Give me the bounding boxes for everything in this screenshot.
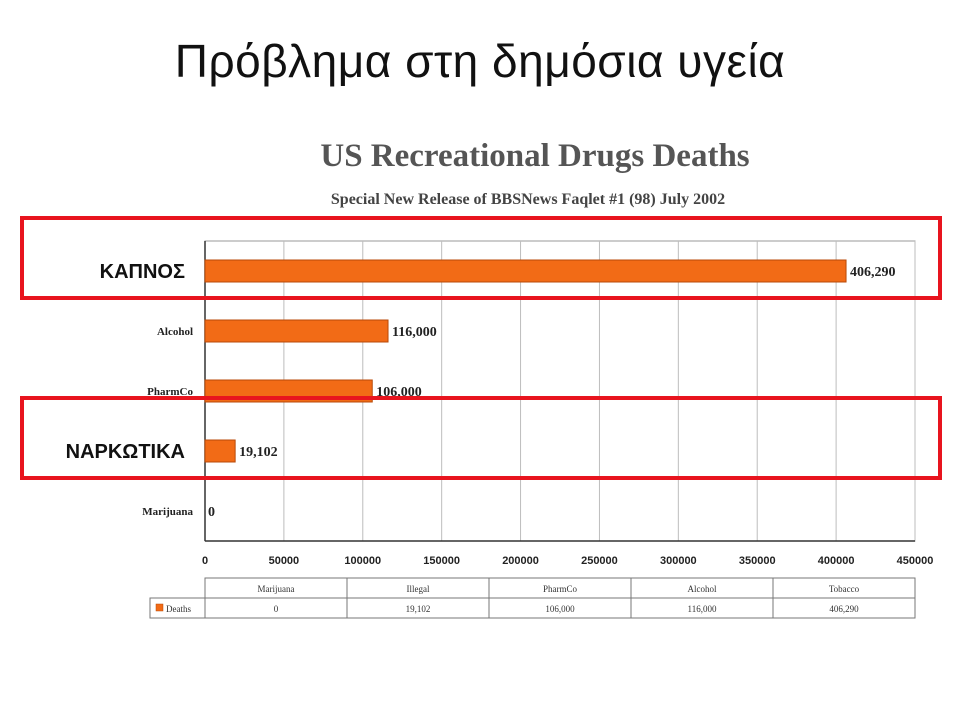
table-header-cell: Marijuana [258, 584, 295, 594]
table-value-cell: 0 [274, 604, 279, 614]
table-data-row [149, 597, 916, 619]
plot-area: 0 50000 100000 150000 200000 250000 300000 3500… [142, 240, 934, 567]
bar-illegal [204, 439, 236, 463]
chart-title: US Recreational Drugs Deaths [320, 138, 749, 174]
value-label-alcohol: 116,000 [392, 325, 437, 340]
highlight-box-tobacco [20, 216, 942, 300]
bar-tobacco [204, 259, 847, 283]
x-tick-label: 200000 [502, 555, 539, 567]
chart-subtitle: Special New Release of BBSNews Faqlet #1… [331, 191, 725, 208]
value-label-tobacco: 406,290 [850, 265, 896, 280]
table-value-cell: 406,290 [829, 604, 859, 614]
highlight-label-tobacco: ΚΑΠΝΟΣ [100, 261, 185, 283]
x-tick-label: 400000 [818, 555, 855, 567]
table-value-cell: 106,000 [545, 604, 575, 614]
table-header-cell: Tobacco [829, 584, 860, 594]
x-tick-label: 50000 [269, 555, 300, 567]
value-label-illegal: 19,102 [239, 445, 278, 460]
table-header-cell: Alcohol [688, 584, 717, 594]
table-value-cell: 116,000 [688, 604, 717, 614]
x-tick-label: 450000 [897, 555, 934, 567]
highlight-boxes: ΚΑΠΝΟΣ ΝΑΡΚΩΤΙΚΑ [20, 216, 942, 480]
value-label-marijuana: 0 [208, 505, 215, 520]
legend-swatch [155, 603, 164, 612]
data-table: Marijuana 0 Illegal 19,102 PharmCo 106,000 Alc… [149, 577, 916, 619]
x-tick-label: 150000 [423, 555, 460, 567]
x-tick-label: 250000 [581, 555, 618, 567]
bar-alcohol [204, 319, 389, 343]
category-label-marijuana: Marijuana [142, 506, 193, 518]
table-value-cell: 19,102 [406, 604, 431, 614]
x-tick-label: 300000 [660, 555, 697, 567]
category-label-alcohol: Alcohol [157, 326, 193, 338]
legend-entry: Deaths [166, 604, 191, 614]
slide-title: Πρόβλημα στη δημόσια υγεία [174, 35, 786, 87]
x-tick-label: 0 [202, 555, 208, 567]
table-header-cell: Illegal [407, 584, 430, 594]
highlight-box-illegal [20, 396, 942, 480]
x-tick-label: 100000 [344, 555, 381, 567]
category-label-pharmco: PharmCo [147, 386, 193, 398]
x-tick-label: 350000 [739, 555, 776, 567]
table-header-cell: PharmCo [543, 584, 578, 594]
highlight-label-illegal: ΝΑΡΚΩΤΙΚΑ [66, 441, 185, 463]
